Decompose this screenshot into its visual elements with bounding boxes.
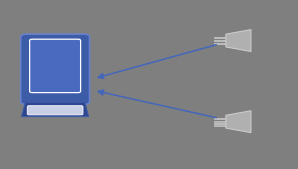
Polygon shape [226,30,251,52]
FancyBboxPatch shape [214,37,225,38]
FancyBboxPatch shape [30,39,80,93]
FancyBboxPatch shape [214,40,225,41]
FancyBboxPatch shape [214,121,225,123]
FancyBboxPatch shape [214,43,225,44]
FancyBboxPatch shape [214,118,225,119]
FancyBboxPatch shape [214,124,225,126]
FancyBboxPatch shape [21,34,89,104]
FancyBboxPatch shape [27,106,83,115]
Polygon shape [226,111,251,133]
Polygon shape [21,102,89,117]
